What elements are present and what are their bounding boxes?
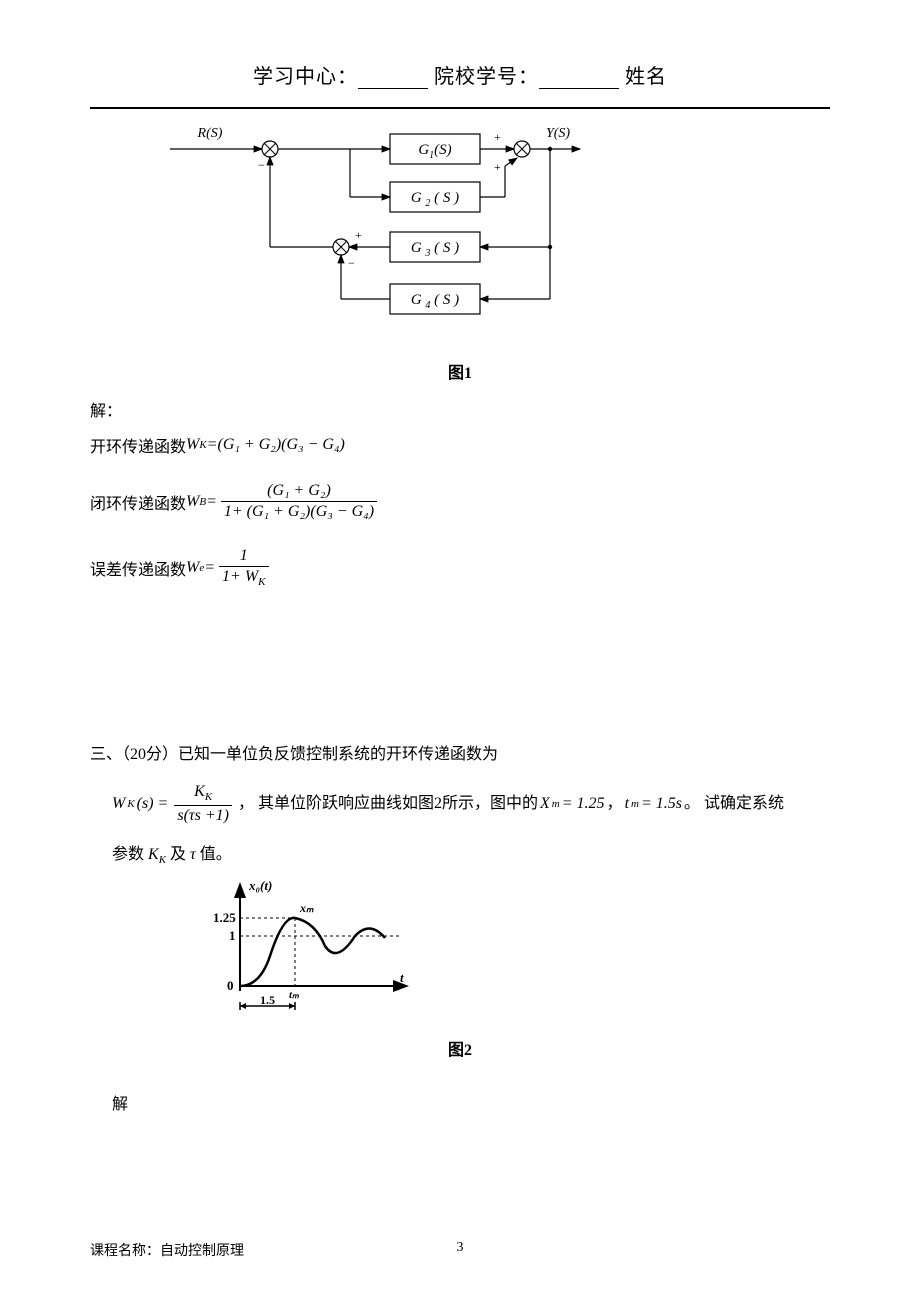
label-center: 学习中心： <box>253 66 358 88</box>
fig1-caption: 图1 <box>90 359 830 383</box>
solution-label: 解： <box>90 397 830 421</box>
solution-label-2: 解 <box>112 1090 830 1114</box>
svg-text:tₘ: tₘ <box>289 989 300 1001</box>
svg-text:+: + <box>494 160 501 174</box>
svg-text:0: 0 <box>227 978 234 993</box>
svg-text:1.5: 1.5 <box>260 993 275 1007</box>
label-id: 院校学号： <box>434 66 539 88</box>
footer-course: 课程名称：自动控制原理 <box>90 1240 244 1260</box>
step-response-plot: x₀(t) t 1.25 1 0 xₘ tₘ 1.5 <box>205 876 425 1016</box>
fig2-caption: 图2 <box>90 1036 830 1060</box>
q3-line1: WK(s) = KK s(τs +1) ， 其单位阶跃响应曲线如图2所示，图中的… <box>112 782 830 826</box>
svg-text:x₀(t): x₀(t) <box>248 878 272 893</box>
header-rule <box>90 107 830 109</box>
page-footer: 课程名称：自动控制原理 3 <box>90 1240 830 1260</box>
eq-error: 误差传递函数 We = 1 1+ WK <box>90 546 830 590</box>
q3-params: 参数 KK 及 τ 值。 <box>112 840 830 866</box>
svg-text:xₘ: xₘ <box>299 901 314 915</box>
svg-text:t: t <box>400 970 404 985</box>
svg-text:−: − <box>258 158 265 172</box>
q3-intro: 三、（20分）已知一单位负反馈控制系统的开环传递函数为 <box>90 740 830 764</box>
page-number: 3 <box>457 1240 464 1256</box>
eq-closed-loop: 闭环传递函数 WB = (G₁ + G₂) 1+ (G₁ + G₂)(G₃ − … <box>90 481 830 522</box>
input-label: R(S) <box>197 126 223 141</box>
blank-center <box>358 67 428 89</box>
svg-text:1: 1 <box>229 928 236 943</box>
svg-text:+: + <box>494 130 501 144</box>
svg-text:−: − <box>348 256 355 270</box>
output-label: Y(S) <box>546 126 570 141</box>
block-diagram: R(S) − G1(S) + Y(S) G 2 ( S ) + G 3 ( S … <box>150 119 590 339</box>
svg-text:+: + <box>355 228 362 242</box>
page-header: 学习中心： 院校学号： 姓名 <box>90 60 830 89</box>
svg-text:1.25: 1.25 <box>213 910 236 925</box>
blank-id <box>539 67 619 89</box>
eq-open-loop: 开环传递函数 WK = (G₁ + G₂)(G₃ − G₄) <box>90 433 830 457</box>
label-name: 姓名 <box>625 66 667 88</box>
